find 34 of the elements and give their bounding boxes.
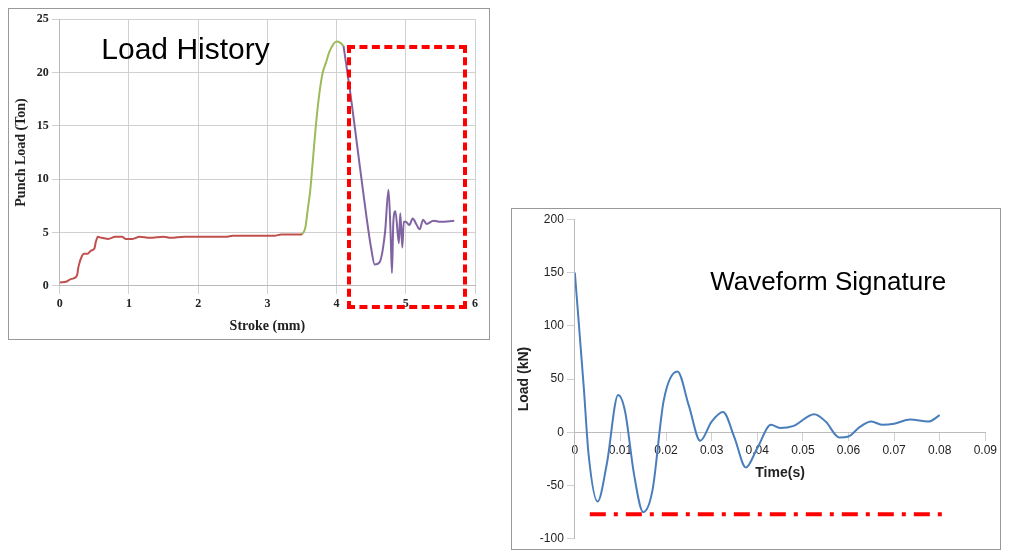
x-tick-label: 0.07 — [882, 442, 907, 457]
y-tick-label: 20 — [36, 64, 49, 79]
x-tick-label: 0.06 — [836, 442, 861, 457]
y-tick-label: 10 — [36, 171, 49, 186]
y-tick-label: 0 — [42, 277, 49, 292]
y-tick-label: 150 — [543, 264, 565, 279]
line-series — [59, 233, 303, 284]
y-tick-label: 200 — [543, 211, 565, 226]
y-axis-title: Load (kN) — [515, 346, 532, 412]
x-tick-label: 3 — [264, 296, 271, 311]
y-tick-label: -50 — [546, 477, 565, 492]
y-tick-label: 100 — [543, 318, 565, 333]
y-tick-label: 50 — [550, 371, 565, 386]
x-tick-label: 0.05 — [791, 442, 815, 457]
x-tick-label: 0.09 — [973, 442, 998, 457]
y-tick-label: 25 — [36, 11, 49, 26]
chart-title: Load History — [101, 32, 270, 66]
y-axis-title: Punch Load (Ton) — [13, 97, 30, 207]
x-tick-label: 0 — [56, 296, 63, 311]
y-tick-label: 5 — [42, 224, 49, 239]
x-tick-label: 2 — [195, 296, 202, 311]
y-tick-label: 0 — [557, 424, 565, 439]
x-tick-label: 1 — [126, 296, 132, 311]
x-tick-label: 4 — [333, 296, 340, 311]
line-series — [342, 44, 456, 274]
x-axis-title: Stroke (mm) — [229, 318, 306, 335]
y-tick-label: -100 — [539, 531, 565, 546]
x-tick-label: 6 — [472, 296, 478, 311]
x-tick-label: 0.08 — [928, 442, 952, 457]
text: Waveform Signature — [710, 266, 947, 297]
x-axis-title: Time(s) — [755, 463, 805, 480]
y-tick-label: 15 — [36, 117, 49, 132]
x-tick-label: 0.03 — [699, 442, 724, 457]
line-series — [301, 40, 345, 236]
